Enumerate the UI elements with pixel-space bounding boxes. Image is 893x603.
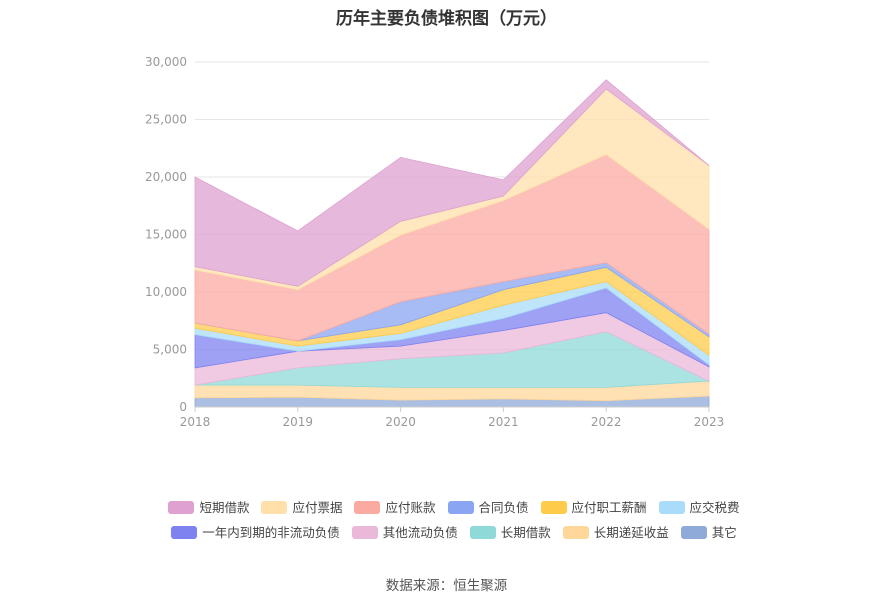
legend-swatch (469, 526, 496, 539)
y-tick-label: 10,000 (145, 285, 187, 299)
legend-item[interactable]: 其它 (680, 522, 737, 541)
legend-item[interactable]: 应付票据 (261, 497, 342, 516)
chart-title: 历年主要负债堆积图（万元） (336, 9, 557, 29)
x-tick-label: 2019 (283, 415, 314, 429)
y-tick-label: 15,000 (145, 228, 187, 242)
legend-label: 其它 (711, 525, 737, 540)
legend-item[interactable]: 短期借款 (168, 497, 249, 516)
legend-swatch (562, 526, 589, 539)
legend-item[interactable]: 应付职工薪酬 (540, 497, 647, 516)
legend-swatch (171, 526, 198, 539)
legend-label: 应付职工薪酬 (571, 500, 647, 515)
legend-item[interactable]: 长期递延收益 (562, 522, 669, 541)
legend-label: 应付票据 (292, 500, 343, 515)
legend-label: 合同负债 (478, 500, 529, 515)
legend-swatch (680, 526, 707, 539)
legend-item[interactable]: 其他流动负债 (351, 522, 458, 541)
area-series-短期借款 (194, 79, 710, 287)
legend-item[interactable]: 一年内到期的非流动负债 (171, 522, 340, 541)
legend-swatch (168, 501, 195, 514)
legend-row: 短期借款 应付票据 应付账款 合同负债 应付职工薪酬 应交税费 (168, 497, 751, 516)
legend-label: 应付账款 (385, 500, 436, 515)
legend-label: 短期借款 (199, 500, 250, 515)
legend-swatch (540, 501, 567, 514)
y-tick-label: 5,000 (153, 343, 187, 357)
x-tick-label: 2020 (385, 415, 416, 429)
x-tick-label: 2022 (591, 415, 622, 429)
y-tick-label: 30,000 (145, 55, 187, 69)
legend-label: 其他流动负债 (382, 525, 458, 540)
legend-swatch (261, 501, 288, 514)
legend-item[interactable]: 应交税费 (658, 497, 740, 516)
legend-label: 一年内到期的非流动负债 (202, 525, 340, 540)
legend-item[interactable]: 合同负债 (447, 497, 529, 516)
legend-item[interactable]: 应付账款 (354, 497, 436, 516)
x-tick-label: 2018 (180, 415, 211, 429)
axes: 0 5,000 10,000 15,000 20,000 25,000 30,000 2018… (145, 55, 724, 429)
legend-swatch (447, 501, 474, 514)
legend-swatch (351, 526, 378, 539)
legend-item[interactable]: 长期借款 (469, 522, 551, 541)
legend-label: 应交税费 (689, 500, 740, 515)
x-tick-label: 2021 (488, 415, 519, 429)
x-tick-label: 2023 (694, 415, 725, 429)
legend-swatch (658, 501, 685, 514)
data-source-note: 数据来源：恒生聚源 (385, 578, 508, 594)
legend-label: 长期借款 (500, 525, 551, 540)
area-series (194, 79, 711, 408)
legend-row: 一年内到期的非流动负债 其他流动负债 长期借款 长期递延收益 其它 (171, 522, 749, 541)
legend-label: 长期递延收益 (593, 525, 669, 540)
y-tick-label: 0 (179, 400, 187, 414)
y-tick-label: 25,000 (145, 113, 187, 127)
y-tick-label: 20,000 (145, 170, 187, 184)
legend-swatch (354, 501, 381, 514)
